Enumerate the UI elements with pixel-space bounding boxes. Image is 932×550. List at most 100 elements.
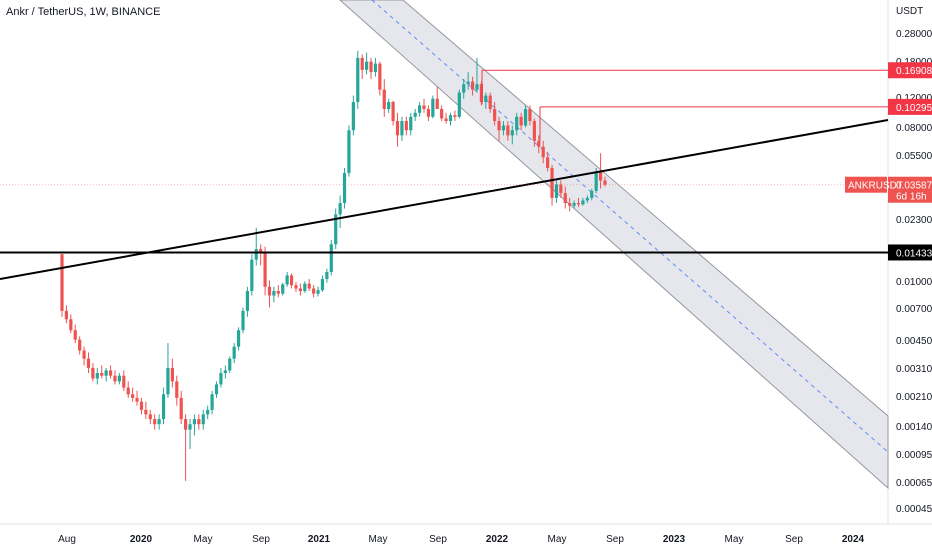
candle-body	[559, 184, 563, 194]
candle-body	[448, 115, 453, 122]
candle-body	[488, 95, 492, 110]
candle-body	[250, 259, 254, 292]
x-tick-label: Sep	[252, 534, 270, 545]
candle-body	[497, 121, 501, 131]
candle-body	[426, 109, 431, 117]
candle-body	[342, 173, 347, 204]
channel-band[interactable]	[339, 0, 889, 490]
candle-body	[320, 279, 325, 291]
candle-body	[422, 105, 426, 110]
candle-body	[161, 394, 166, 420]
candle-body	[82, 350, 86, 359]
channel-midline[interactable]	[371, 0, 889, 453]
candle-body	[210, 394, 214, 410]
level-price-tag	[888, 98, 932, 115]
candle-body	[316, 290, 320, 294]
y-tick-label: 0.00700	[896, 304, 932, 315]
candle-body	[347, 130, 351, 174]
candle-body	[289, 275, 294, 286]
candle-body	[594, 171, 598, 191]
candle-body	[550, 167, 554, 198]
y-tick-label: 0.00450	[896, 336, 932, 347]
candle-body	[108, 370, 113, 376]
candle-body	[506, 125, 510, 136]
x-tick-label: May	[194, 534, 213, 545]
candle-body	[281, 284, 285, 294]
candle-body	[184, 419, 188, 430]
candle-body	[64, 310, 69, 320]
candle-body	[201, 414, 205, 425]
y-tick-label: 0.28000	[896, 29, 932, 40]
candle-body	[457, 92, 461, 117]
candle-body	[219, 373, 223, 385]
level-price-text: 0.16908	[896, 66, 932, 77]
candle-body	[466, 81, 470, 85]
x-tick-label: May	[548, 534, 567, 545]
y-tick-label: 0.02300	[896, 215, 932, 226]
candle-body	[214, 384, 219, 395]
candle-body	[91, 367, 95, 379]
candle-body	[175, 381, 179, 398]
candle-body	[307, 283, 311, 289]
drawings[interactable]	[0, 69, 889, 280]
ascending-trendline[interactable]	[0, 119, 889, 280]
candle-body	[378, 63, 382, 90]
candle-body	[479, 84, 483, 102]
candle-body	[104, 370, 108, 376]
candle-body	[546, 157, 550, 168]
candle-body	[254, 249, 258, 260]
candle-body	[444, 118, 448, 122]
candle-body	[563, 193, 567, 204]
candle-body	[122, 375, 126, 388]
candles	[60, 50, 607, 481]
candle-body	[598, 171, 603, 181]
candle-body	[170, 367, 174, 382]
price-axis: USDT 0.280000.180000.120000.080000.05500…	[896, 6, 932, 515]
candle-body	[519, 116, 523, 126]
candle-body	[484, 95, 488, 102]
level-price-tag	[888, 62, 932, 79]
x-tick-label: 2022	[486, 534, 509, 545]
candle-body	[453, 115, 457, 117]
y-tick-label: 0.01000	[896, 277, 932, 288]
candle-body	[435, 98, 439, 110]
x-tick-label: 2023	[663, 534, 686, 545]
level-price-tag	[888, 244, 932, 261]
candle-body	[585, 197, 589, 201]
level-price-text: 0.01433	[896, 248, 932, 259]
candle-body	[431, 98, 435, 117]
y-tick-label: 0.00140	[896, 422, 932, 433]
countdown-text: 6d 16h	[896, 192, 927, 203]
x-tick-label: May	[369, 534, 388, 545]
candle-body	[365, 61, 369, 70]
candle-body	[391, 101, 395, 122]
candle-body	[338, 203, 342, 215]
candle-body	[387, 101, 391, 110]
candle-body	[440, 109, 444, 119]
candle-body	[69, 319, 73, 331]
candle-body	[312, 288, 316, 294]
y-tick-label: 0.00210	[896, 392, 932, 403]
regression-channel[interactable]	[339, 0, 889, 490]
candle-body	[153, 419, 157, 425]
candle-body	[493, 109, 497, 122]
x-tick-label: Sep	[785, 534, 803, 545]
candle-body	[259, 249, 263, 252]
candle-body	[267, 286, 272, 296]
candle-body	[417, 105, 422, 113]
candle-body	[86, 358, 91, 368]
candle-body	[329, 244, 333, 272]
candle-body	[236, 330, 241, 347]
candle-body	[144, 409, 148, 415]
time-axis: Aug 2020 May Sep 2021 May Sep 2022 May Sep 2023 May…	[58, 534, 864, 545]
candle-body	[135, 397, 139, 402]
candle-body	[285, 275, 289, 285]
candle-body	[404, 121, 408, 131]
candle-body	[272, 291, 276, 296]
y-tick-label: 0.00045	[896, 504, 932, 515]
current-price-text: 0.03587	[896, 181, 932, 192]
candle-body	[294, 285, 298, 289]
candle-body	[351, 101, 355, 131]
candle-body	[400, 121, 404, 136]
